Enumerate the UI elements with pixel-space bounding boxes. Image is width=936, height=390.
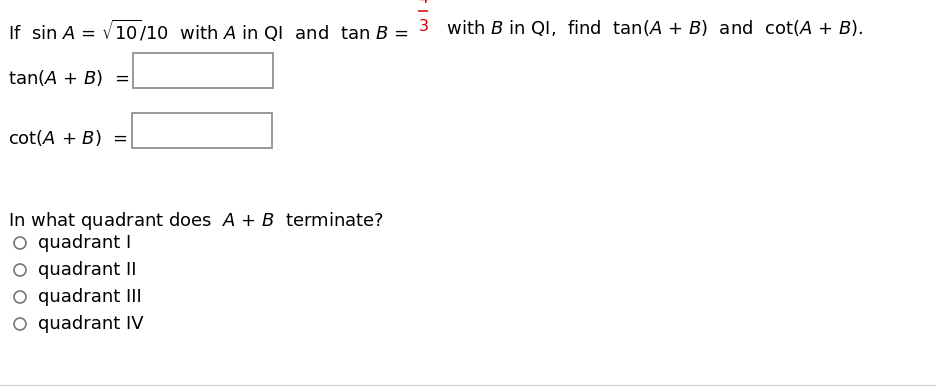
Bar [133,53,273,88]
Text: cot($A$ + $B$)  =: cot($A$ + $B$) = [8,128,128,148]
Bar [132,113,271,148]
Text: In what quadrant does  $A$ + $B$  terminate?: In what quadrant does $A$ + $B$ terminat… [8,210,384,232]
Text: quadrant II: quadrant II [38,261,137,279]
Text: quadrant I: quadrant I [38,234,131,252]
Text: If  sin $A$ = $\sqrt{10}$/10  with $A$ in QI  and  tan $B$ =: If sin $A$ = $\sqrt{10}$/10 with $A$ in … [8,18,408,44]
Text: with $B$ in QI,  find  tan($A$ + $B$)  and  cot($A$ + $B$).: with $B$ in QI, find tan($A$ + $B$) and … [435,18,864,38]
Text: tan($A$ + $B$)  =: tan($A$ + $B$) = [8,68,129,88]
Text: quadrant III: quadrant III [38,288,141,306]
Text: 4: 4 [418,0,429,6]
Text: quadrant IV: quadrant IV [38,315,143,333]
Text: 3: 3 [418,19,429,34]
